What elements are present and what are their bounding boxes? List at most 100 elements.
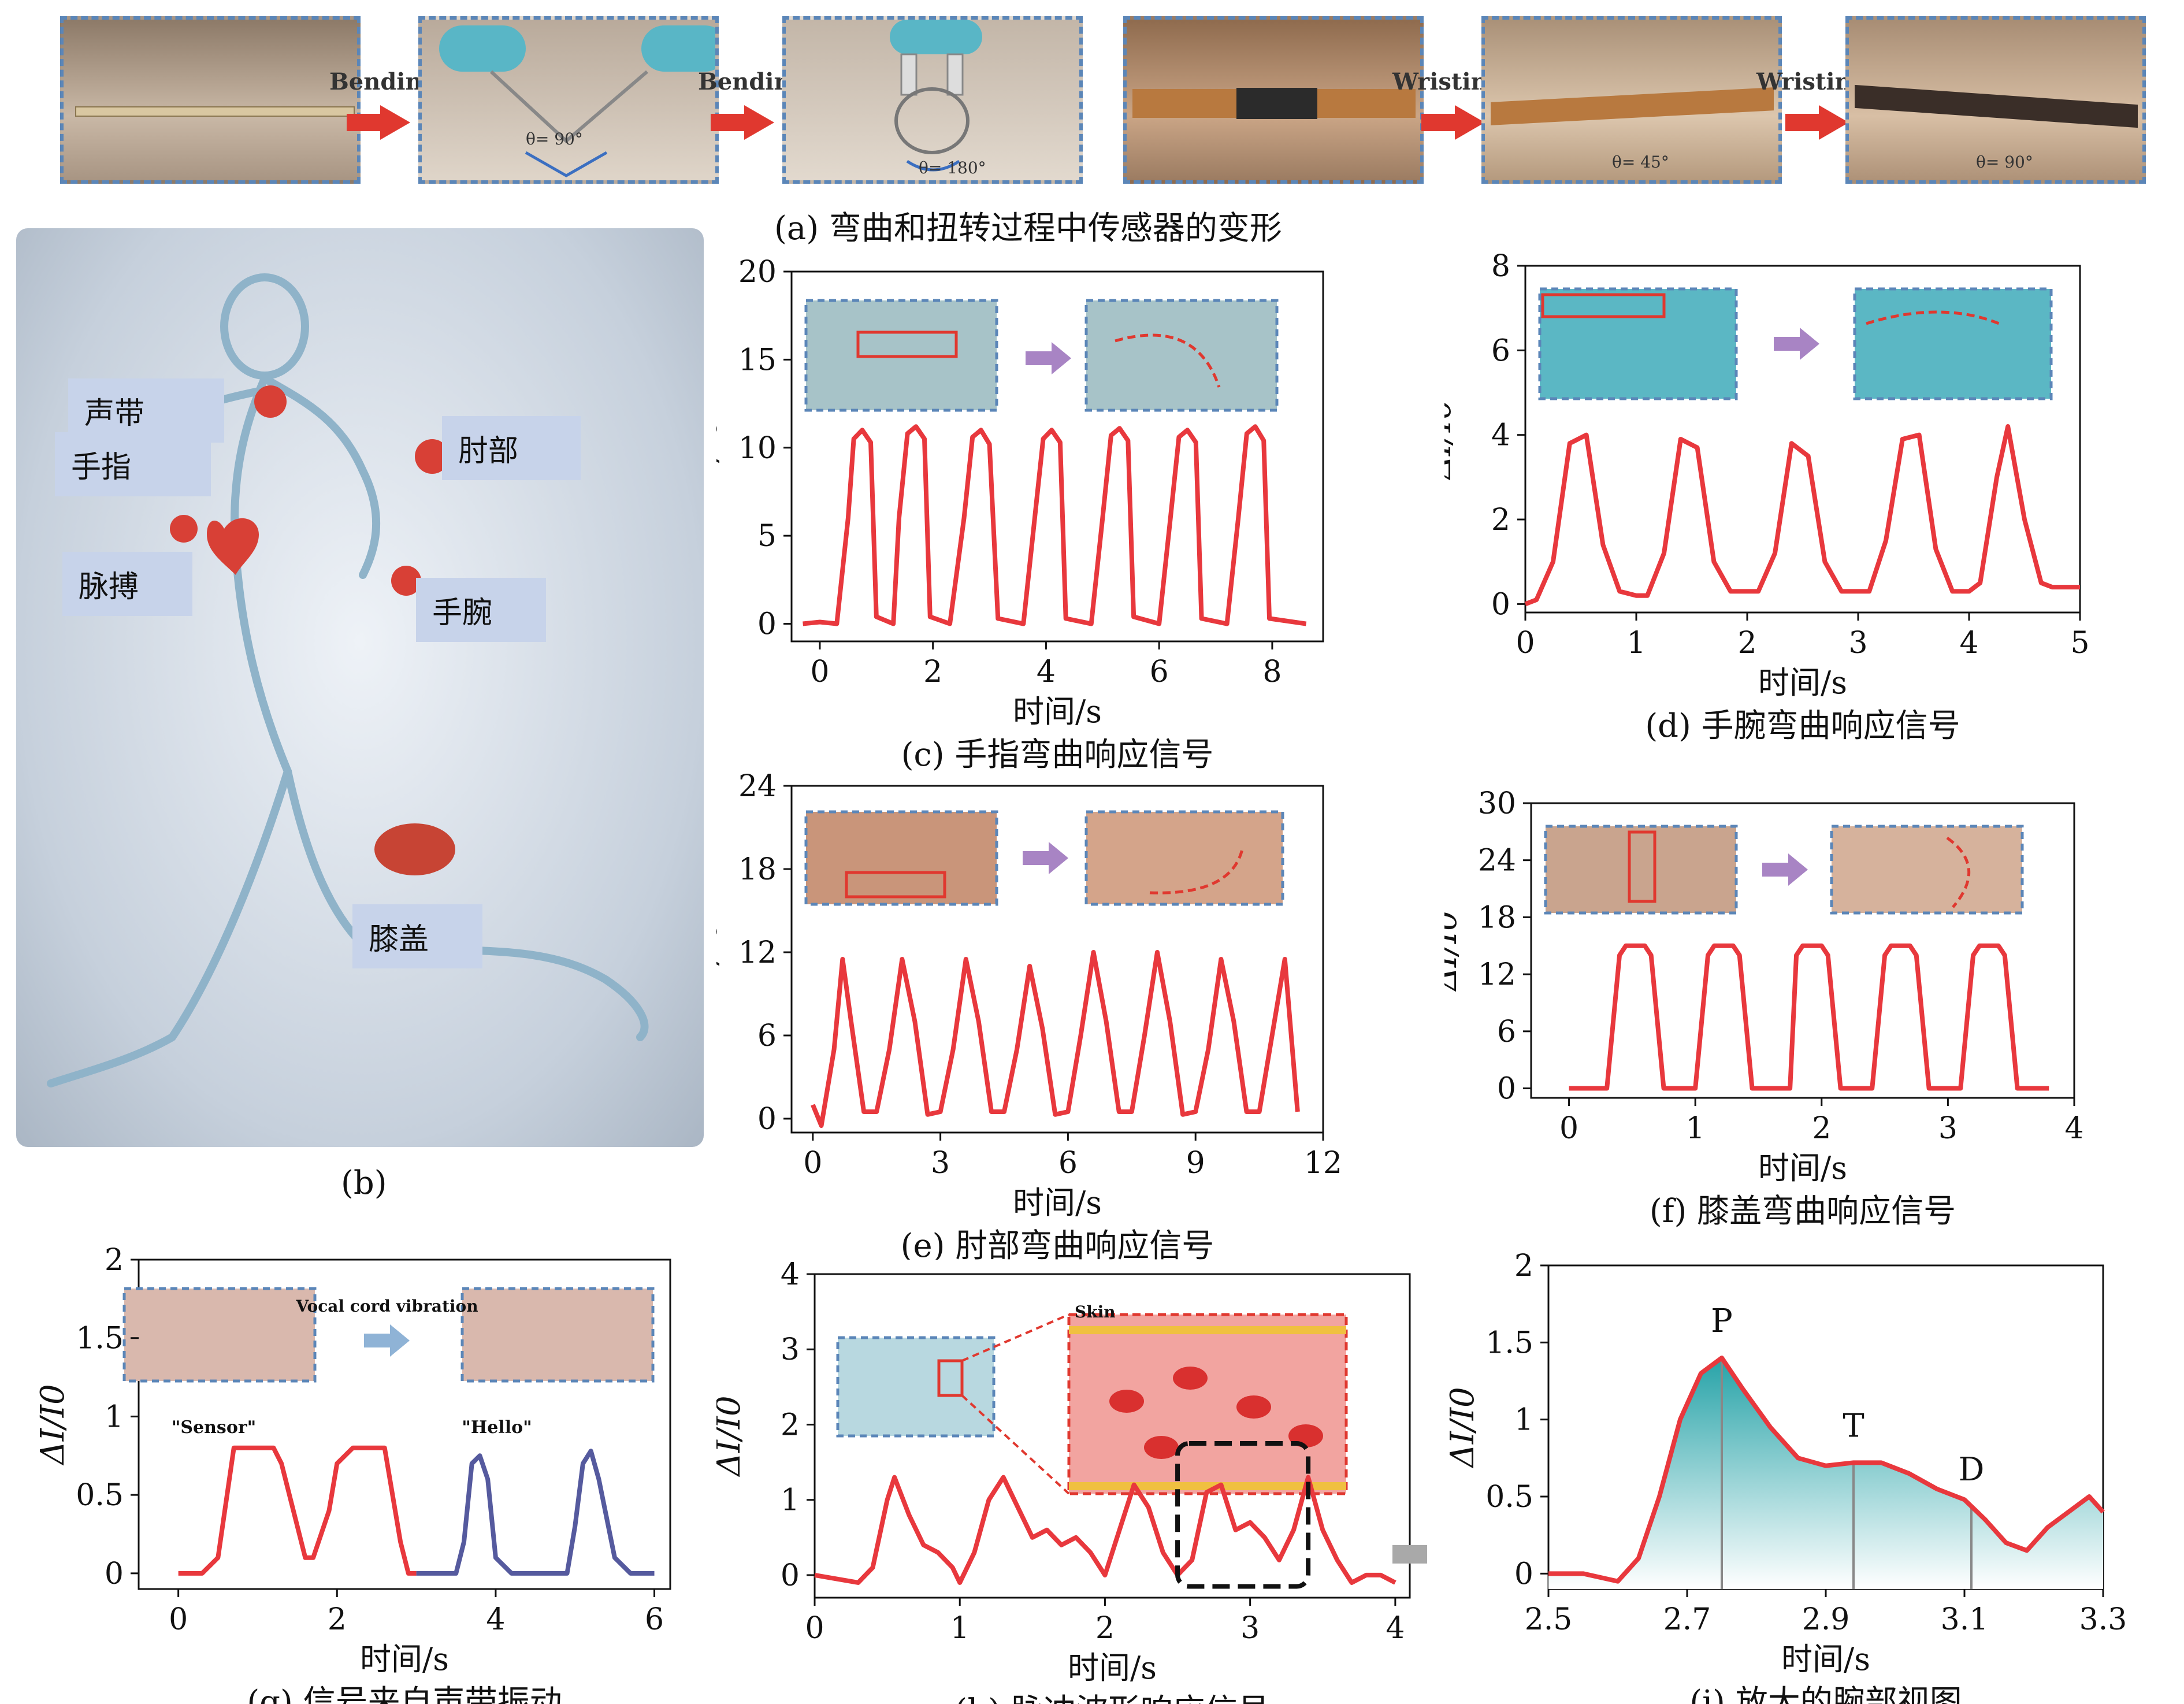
- y-tick-label: 8: [1491, 249, 1510, 284]
- x-tick-label: 4: [1386, 1611, 1405, 1646]
- x-axis-label: 时间/s: [1758, 1150, 1847, 1186]
- marker-label-T: T: [1843, 1407, 1864, 1445]
- caption-b: (b): [341, 1164, 387, 1202]
- plot-frame: [814, 1273, 1411, 1599]
- label-knee: 膝盖: [352, 904, 482, 968]
- inset-photo-after: [1830, 825, 2024, 915]
- y-tick-label: 6: [1491, 333, 1510, 368]
- inset-photo-after: [1084, 810, 1284, 906]
- caption-i: (i) 放大的腕部视图: [1689, 1684, 1962, 1704]
- sensor-box: [1541, 293, 1666, 318]
- series-line-1: [1524, 424, 2080, 607]
- inset-photo-wrist: [836, 1336, 996, 1438]
- caption-f: (f) 膝盖弯曲响应信号: [1650, 1193, 1956, 1230]
- y-tick-label: 4: [1491, 418, 1510, 453]
- sensor-box: [1628, 830, 1656, 903]
- bend-path: [1115, 333, 1221, 388]
- y-tick-label: 2: [105, 1243, 124, 1278]
- y-tick-label: 15: [738, 343, 777, 377]
- y-axis-label: ΔI/I0: [34, 1384, 72, 1465]
- skin-layer-top: [1069, 1326, 1346, 1334]
- photo-a6: θ= 90°: [1845, 16, 2146, 184]
- inset-photo-after: [460, 1287, 655, 1383]
- inset-elbow: [804, 810, 1284, 906]
- x-tick-label: 2: [1737, 626, 1756, 660]
- vocal-cord-label: Vocal cord vibration: [295, 1297, 478, 1316]
- series-line-2: [416, 1449, 655, 1576]
- y-tick-label: 12: [1478, 957, 1516, 992]
- zoom-highlight-box: [1175, 1441, 1311, 1589]
- sensor-box: [845, 871, 946, 899]
- inset-arrow: [1774, 328, 1819, 360]
- angle-a6: θ= 90°: [1976, 153, 2033, 172]
- bend-path: [1149, 849, 1244, 894]
- x-tick-label: 6: [1150, 655, 1169, 689]
- x-tick-label: 1: [1686, 1111, 1705, 1146]
- x-tick-label: 3: [1240, 1611, 1260, 1646]
- bend-path: [1946, 836, 1971, 908]
- x-tick-label: 4: [2064, 1111, 2083, 1146]
- angle-a2: θ= 90°: [526, 129, 583, 149]
- x-axis-label: 时间/s: [1068, 1650, 1157, 1686]
- series-line-1: [178, 1445, 417, 1576]
- inset-photo-before: [1538, 287, 1738, 400]
- y-tick-label: 0.5: [1485, 1480, 1533, 1514]
- zoom-arrow: [1392, 1545, 1427, 1564]
- series-line-1: [811, 950, 1300, 1128]
- blood-cell: [1173, 1367, 1208, 1390]
- y-tick-label: 0: [1491, 587, 1510, 622]
- x-tick-label: 5: [2070, 626, 2089, 660]
- y-tick-label: 0: [105, 1557, 124, 1591]
- y-tick-label: 24: [1478, 844, 1516, 878]
- y-tick-label: 0.5: [76, 1478, 124, 1513]
- blood-cell: [1109, 1390, 1144, 1413]
- x-tick-label: 12: [1304, 1146, 1342, 1180]
- y-tick-label: 12: [738, 935, 777, 970]
- label-elbow: 肘部: [442, 416, 581, 480]
- y-tick-label: 6: [1497, 1015, 1516, 1049]
- y-tick-label: 0: [781, 1558, 800, 1593]
- chart-c: 0 2 4 6 8 0 5 10 15 20 时间/s ΔI/I0 (c) 手指弯曲响应信号: [716, 255, 1324, 774]
- x-axis-label: 时间/s: [1013, 693, 1102, 730]
- x-tick-label: 9: [1186, 1146, 1205, 1180]
- inset-pulse: Skin: [836, 1302, 1348, 1495]
- x-tick-label: 2: [923, 655, 942, 689]
- plot-frame: [790, 270, 1324, 643]
- chart-e: 0 3 6 9 12 0 6 12 18 24 时间/s ΔI/I0 (e) 肘部弯曲响应信号: [716, 769, 1342, 1260]
- sensor-box: [856, 331, 958, 358]
- label-wrist: 手腕: [416, 578, 546, 642]
- arrow-a2: [711, 105, 774, 140]
- caption-a: (a) 弯曲和扭转过程中传感器的变形: [774, 210, 1282, 247]
- y-tick-label: 2: [781, 1408, 800, 1442]
- y-tick-label: 0: [1514, 1557, 1533, 1591]
- marker-label-D: D: [1959, 1451, 1985, 1488]
- loop-shape: [894, 53, 970, 172]
- x-axis-label: 时间/s: [360, 1641, 449, 1677]
- y-tick-label: 30: [1478, 786, 1516, 821]
- photo-a2: θ= 90°: [418, 16, 719, 184]
- x-tick-label: 2.7: [1663, 1602, 1711, 1637]
- arrow-a1: [347, 105, 410, 140]
- x-axis-label: 时间/s: [1758, 664, 1847, 701]
- x-tick-label: 3: [1938, 1111, 1958, 1146]
- inset-knee: [1544, 825, 2024, 915]
- x-tick-label: 3.3: [2079, 1602, 2127, 1637]
- photo-a3: θ= 180°: [782, 16, 1083, 184]
- x-tick-label: 0: [803, 1146, 822, 1180]
- inset-photo-after: [1084, 299, 1279, 412]
- inset-arrow: [364, 1324, 410, 1357]
- angle-a5: θ= 45°: [1612, 153, 1669, 172]
- x-tick-label: 2.5: [1525, 1602, 1573, 1637]
- marker-label-P: P: [1711, 1302, 1733, 1340]
- x-tick-label: 2.9: [1802, 1602, 1850, 1637]
- y-tick-label: 1: [105, 1399, 124, 1434]
- v-shape: [489, 70, 648, 177]
- sensor-box: [937, 1359, 964, 1397]
- x-tick-label: 2: [1095, 1611, 1115, 1646]
- hello-word-label: "Hello": [462, 1417, 532, 1438]
- inset-photo-before: [122, 1287, 317, 1383]
- inset-arrow: [1026, 342, 1071, 374]
- y-tick-label: 2: [1514, 1249, 1533, 1283]
- y-tick-label: 0: [757, 607, 777, 642]
